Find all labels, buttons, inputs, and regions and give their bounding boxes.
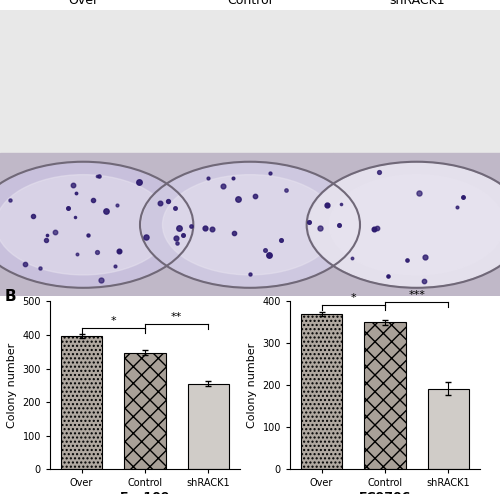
Bar xyxy=(188,384,229,469)
Text: Control: Control xyxy=(228,0,272,7)
Circle shape xyxy=(309,306,500,430)
Bar xyxy=(0,153,166,296)
Circle shape xyxy=(162,175,338,275)
Y-axis label: Colony number: Colony number xyxy=(247,343,257,428)
Circle shape xyxy=(309,163,500,287)
Y-axis label: Colony number: Colony number xyxy=(7,343,17,428)
Text: Over: Over xyxy=(68,0,98,7)
Circle shape xyxy=(0,163,191,287)
Bar xyxy=(166,153,334,296)
Bar xyxy=(61,336,102,469)
Text: **: ** xyxy=(171,312,182,322)
Bar xyxy=(301,314,343,469)
Bar xyxy=(428,389,469,469)
Circle shape xyxy=(329,318,500,418)
Text: shRACK1: shRACK1 xyxy=(389,0,444,7)
Bar xyxy=(0,296,166,440)
X-axis label: Eca109: Eca109 xyxy=(120,491,170,494)
Circle shape xyxy=(0,318,171,418)
Bar xyxy=(166,296,334,440)
Circle shape xyxy=(0,175,171,275)
Bar xyxy=(364,323,406,469)
Circle shape xyxy=(162,318,338,418)
Circle shape xyxy=(0,306,191,430)
Text: *: * xyxy=(110,316,116,326)
Bar xyxy=(334,296,500,440)
Text: B: B xyxy=(5,289,16,304)
Bar xyxy=(334,153,500,296)
Circle shape xyxy=(142,306,358,430)
Text: ***: *** xyxy=(408,290,425,300)
Circle shape xyxy=(329,175,500,275)
X-axis label: EC9706: EC9706 xyxy=(359,491,411,494)
Circle shape xyxy=(142,163,358,287)
Text: *: * xyxy=(350,293,356,303)
Bar xyxy=(124,353,166,469)
